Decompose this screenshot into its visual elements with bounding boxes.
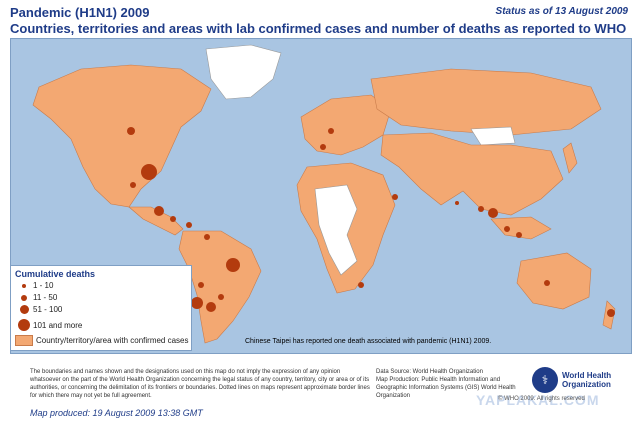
- confirmed-swatch: [15, 335, 33, 346]
- se-asia-islands: [490, 216, 552, 240]
- who-logo: ⚕ World Health Organization: [532, 367, 611, 393]
- map-produced-date: Map produced: 19 August 2009 13:38 GMT: [30, 408, 203, 418]
- australia: [516, 252, 592, 310]
- death-marker: [226, 258, 240, 272]
- legend-title: Cumulative deaths: [15, 269, 96, 279]
- death-marker: [504, 226, 510, 232]
- death-marker: [127, 127, 135, 135]
- japan: [562, 142, 578, 174]
- map-svg: [32, 44, 616, 344]
- legend-item-confirmed: Country/territory/area with confirmed ca…: [15, 335, 189, 346]
- death-marker: [455, 201, 459, 205]
- central-america: [128, 206, 184, 236]
- asia: [380, 132, 564, 216]
- death-marker: [488, 208, 498, 218]
- death-marker: [141, 164, 157, 180]
- death-marker: [130, 182, 136, 188]
- medium-dot-icon: [21, 294, 27, 301]
- death-marker: [358, 282, 364, 288]
- death-marker: [544, 280, 550, 286]
- europe: [300, 94, 392, 156]
- death-marker: [328, 128, 334, 134]
- copyright: © WHO 2009. All rights reserved: [498, 396, 585, 402]
- xlarge-dot-icon: [18, 319, 30, 331]
- death-marker: [516, 232, 522, 238]
- map-title: Pandemic (H1N1) 2009: [10, 5, 150, 20]
- large-dot-icon: [19, 305, 29, 314]
- death-marker: [154, 206, 164, 216]
- death-marker: [191, 297, 203, 309]
- russia: [370, 68, 602, 136]
- north-america: [32, 64, 212, 208]
- taipei-note: Chinese Taipei has reported one death as…: [245, 338, 492, 345]
- data-source: Data Source: World Health Organization: [376, 369, 483, 375]
- map-production: Map Production: Public Health Informatio…: [376, 377, 516, 399]
- death-marker: [218, 294, 224, 300]
- greenland: [205, 44, 282, 100]
- africa-no-cases: [314, 184, 358, 276]
- death-marker: [607, 309, 615, 317]
- death-marker: [198, 282, 204, 288]
- legend-item-1-10: 1 - 10: [15, 281, 53, 290]
- death-marker: [170, 216, 176, 222]
- who-name: World Health Organization: [562, 371, 612, 389]
- map-legend: Cumulative deaths 1 - 10 11 - 50 51 - 10…: [10, 265, 192, 351]
- death-marker: [206, 302, 216, 312]
- death-marker: [320, 144, 326, 150]
- death-marker: [204, 234, 210, 240]
- disclaimer: The boundaries and names shown and the d…: [30, 369, 370, 399]
- status-date: Status as of 13 August 2009: [495, 6, 628, 17]
- death-marker: [392, 194, 398, 200]
- legend-item-11-50: 11 - 50: [15, 293, 57, 302]
- title-block: Pandemic (H1N1) 2009 Countries, territor…: [10, 5, 626, 36]
- data-source-block: Data Source: World Health Organization M…: [376, 368, 516, 400]
- small-dot-icon: [22, 283, 26, 288]
- mongolia: [470, 126, 516, 146]
- death-marker: [186, 222, 192, 228]
- who-emblem-icon: ⚕: [532, 367, 558, 393]
- legend-item-101-plus: 101 and more: [15, 319, 82, 331]
- map-subtitle: Countries, territories and areas with la…: [10, 21, 627, 36]
- legend-item-51-100: 51 - 100: [15, 305, 62, 314]
- watermark: YAPLAKAL.COM: [476, 392, 600, 408]
- death-marker: [478, 206, 484, 212]
